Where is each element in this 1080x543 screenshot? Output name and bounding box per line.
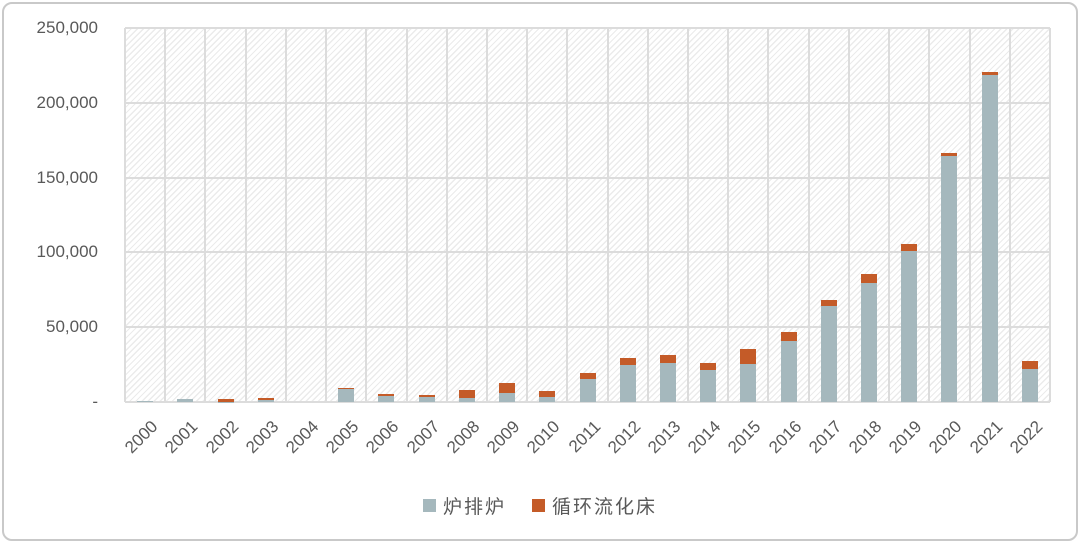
y-axis-tick-label: 250,000 [36, 18, 98, 37]
bar-segment-cfb [499, 383, 516, 394]
legend-label-grate-furnace: 炉排炉 [442, 497, 506, 518]
bar-segment-cfb [700, 362, 717, 370]
column-separator [1049, 28, 1051, 402]
bar-segment-cfb [780, 332, 797, 342]
legend-swatch-grate-furnace-icon [422, 499, 436, 512]
bar-segment-grate-furnace [861, 282, 878, 402]
bar-segment-cfb [579, 372, 596, 379]
bar-segment-cfb [1021, 360, 1038, 370]
y-axis-tick-label: 150,000 [36, 167, 98, 187]
column-separator [365, 28, 368, 402]
bar-segment-grate-furnace [137, 401, 154, 402]
bar-segment-cfb [941, 152, 958, 157]
bar-segment-cfb [820, 299, 837, 306]
column-separator [687, 28, 690, 402]
column-separator [204, 28, 207, 402]
bar-segment-grate-furnace [820, 305, 837, 402]
bar-segment-grate-furnace [458, 397, 475, 402]
legend: 炉排炉 循环流化床 [0, 492, 1080, 519]
bar-segment-grate-furnace [619, 365, 636, 402]
gridline [125, 176, 1050, 179]
column-separator [646, 28, 649, 402]
column-separator [164, 28, 167, 402]
bar-segment-grate-furnace [579, 378, 596, 402]
gridline [125, 326, 1050, 329]
gridline [125, 401, 1050, 403]
y-axis-tick-label: - [92, 392, 98, 411]
legend-swatch-cfb-icon [532, 499, 545, 512]
y-axis-tick-label: 100,000 [36, 242, 98, 262]
column-separator [566, 28, 569, 402]
bar-segment-cfb [418, 394, 435, 397]
column-separator [445, 28, 448, 402]
column-separator [284, 28, 287, 402]
column-separator [807, 28, 810, 402]
bar-segment-grate-furnace [257, 399, 274, 402]
gridline [125, 251, 1050, 254]
bar-segment-cfb [539, 390, 556, 397]
column-separator [767, 28, 770, 402]
bar-segment-cfb [659, 355, 676, 364]
bar-segment-cfb [981, 71, 998, 75]
bar-segment-cfb [740, 349, 757, 365]
column-separator [727, 28, 730, 402]
bar-segment-grate-furnace [499, 393, 516, 402]
legend-label-cfb: 循环流化床 [552, 497, 658, 518]
column-separator [928, 28, 931, 402]
bar-segment-grate-furnace [378, 395, 395, 402]
gridline [125, 27, 1050, 29]
bar-segment-grate-furnace [659, 363, 676, 402]
column-separator [888, 28, 891, 402]
bar-segment-grate-furnace [740, 364, 757, 402]
bar-segment-cfb [901, 244, 918, 251]
plot-area [124, 27, 1051, 403]
y-axis-tick-label: 200,000 [36, 92, 98, 112]
column-separator [405, 28, 408, 402]
column-separator [606, 28, 609, 402]
bar-segment-cfb [619, 358, 636, 366]
bar-segment-cfb [378, 393, 395, 396]
bar-segment-grate-furnace [700, 369, 717, 402]
bar-segment-grate-furnace [1021, 369, 1038, 402]
bar-segment-grate-furnace [418, 396, 435, 402]
bar-segment-cfb [257, 397, 274, 400]
bar-segment-grate-furnace [901, 250, 918, 402]
bar-segment-cfb [458, 389, 475, 398]
bar-segment-cfb [338, 387, 355, 389]
legend-item-cfb: 循环流化床 [532, 492, 657, 519]
bar-segment-grate-furnace [539, 396, 556, 402]
y-axis-tick-label: 50,000 [46, 317, 98, 337]
bar-segment-grate-furnace [941, 156, 958, 402]
column-separator [847, 28, 850, 402]
bar-segment-cfb [861, 273, 878, 283]
bar-segment-grate-furnace [338, 388, 355, 402]
column-separator [526, 28, 529, 402]
bar-segment-grate-furnace [780, 341, 797, 402]
bar-segment-grate-furnace [981, 74, 998, 402]
legend-item-grate-furnace: 炉排炉 [422, 492, 506, 519]
bar-segment-grate-furnace [177, 399, 194, 402]
bar-segment-cfb [217, 399, 234, 402]
column-separator [325, 28, 328, 402]
column-separator [244, 28, 247, 402]
column-separator [485, 28, 488, 402]
gridline [125, 101, 1050, 104]
column-separator [124, 28, 126, 402]
column-separator [968, 28, 971, 402]
column-separator [1008, 28, 1011, 402]
